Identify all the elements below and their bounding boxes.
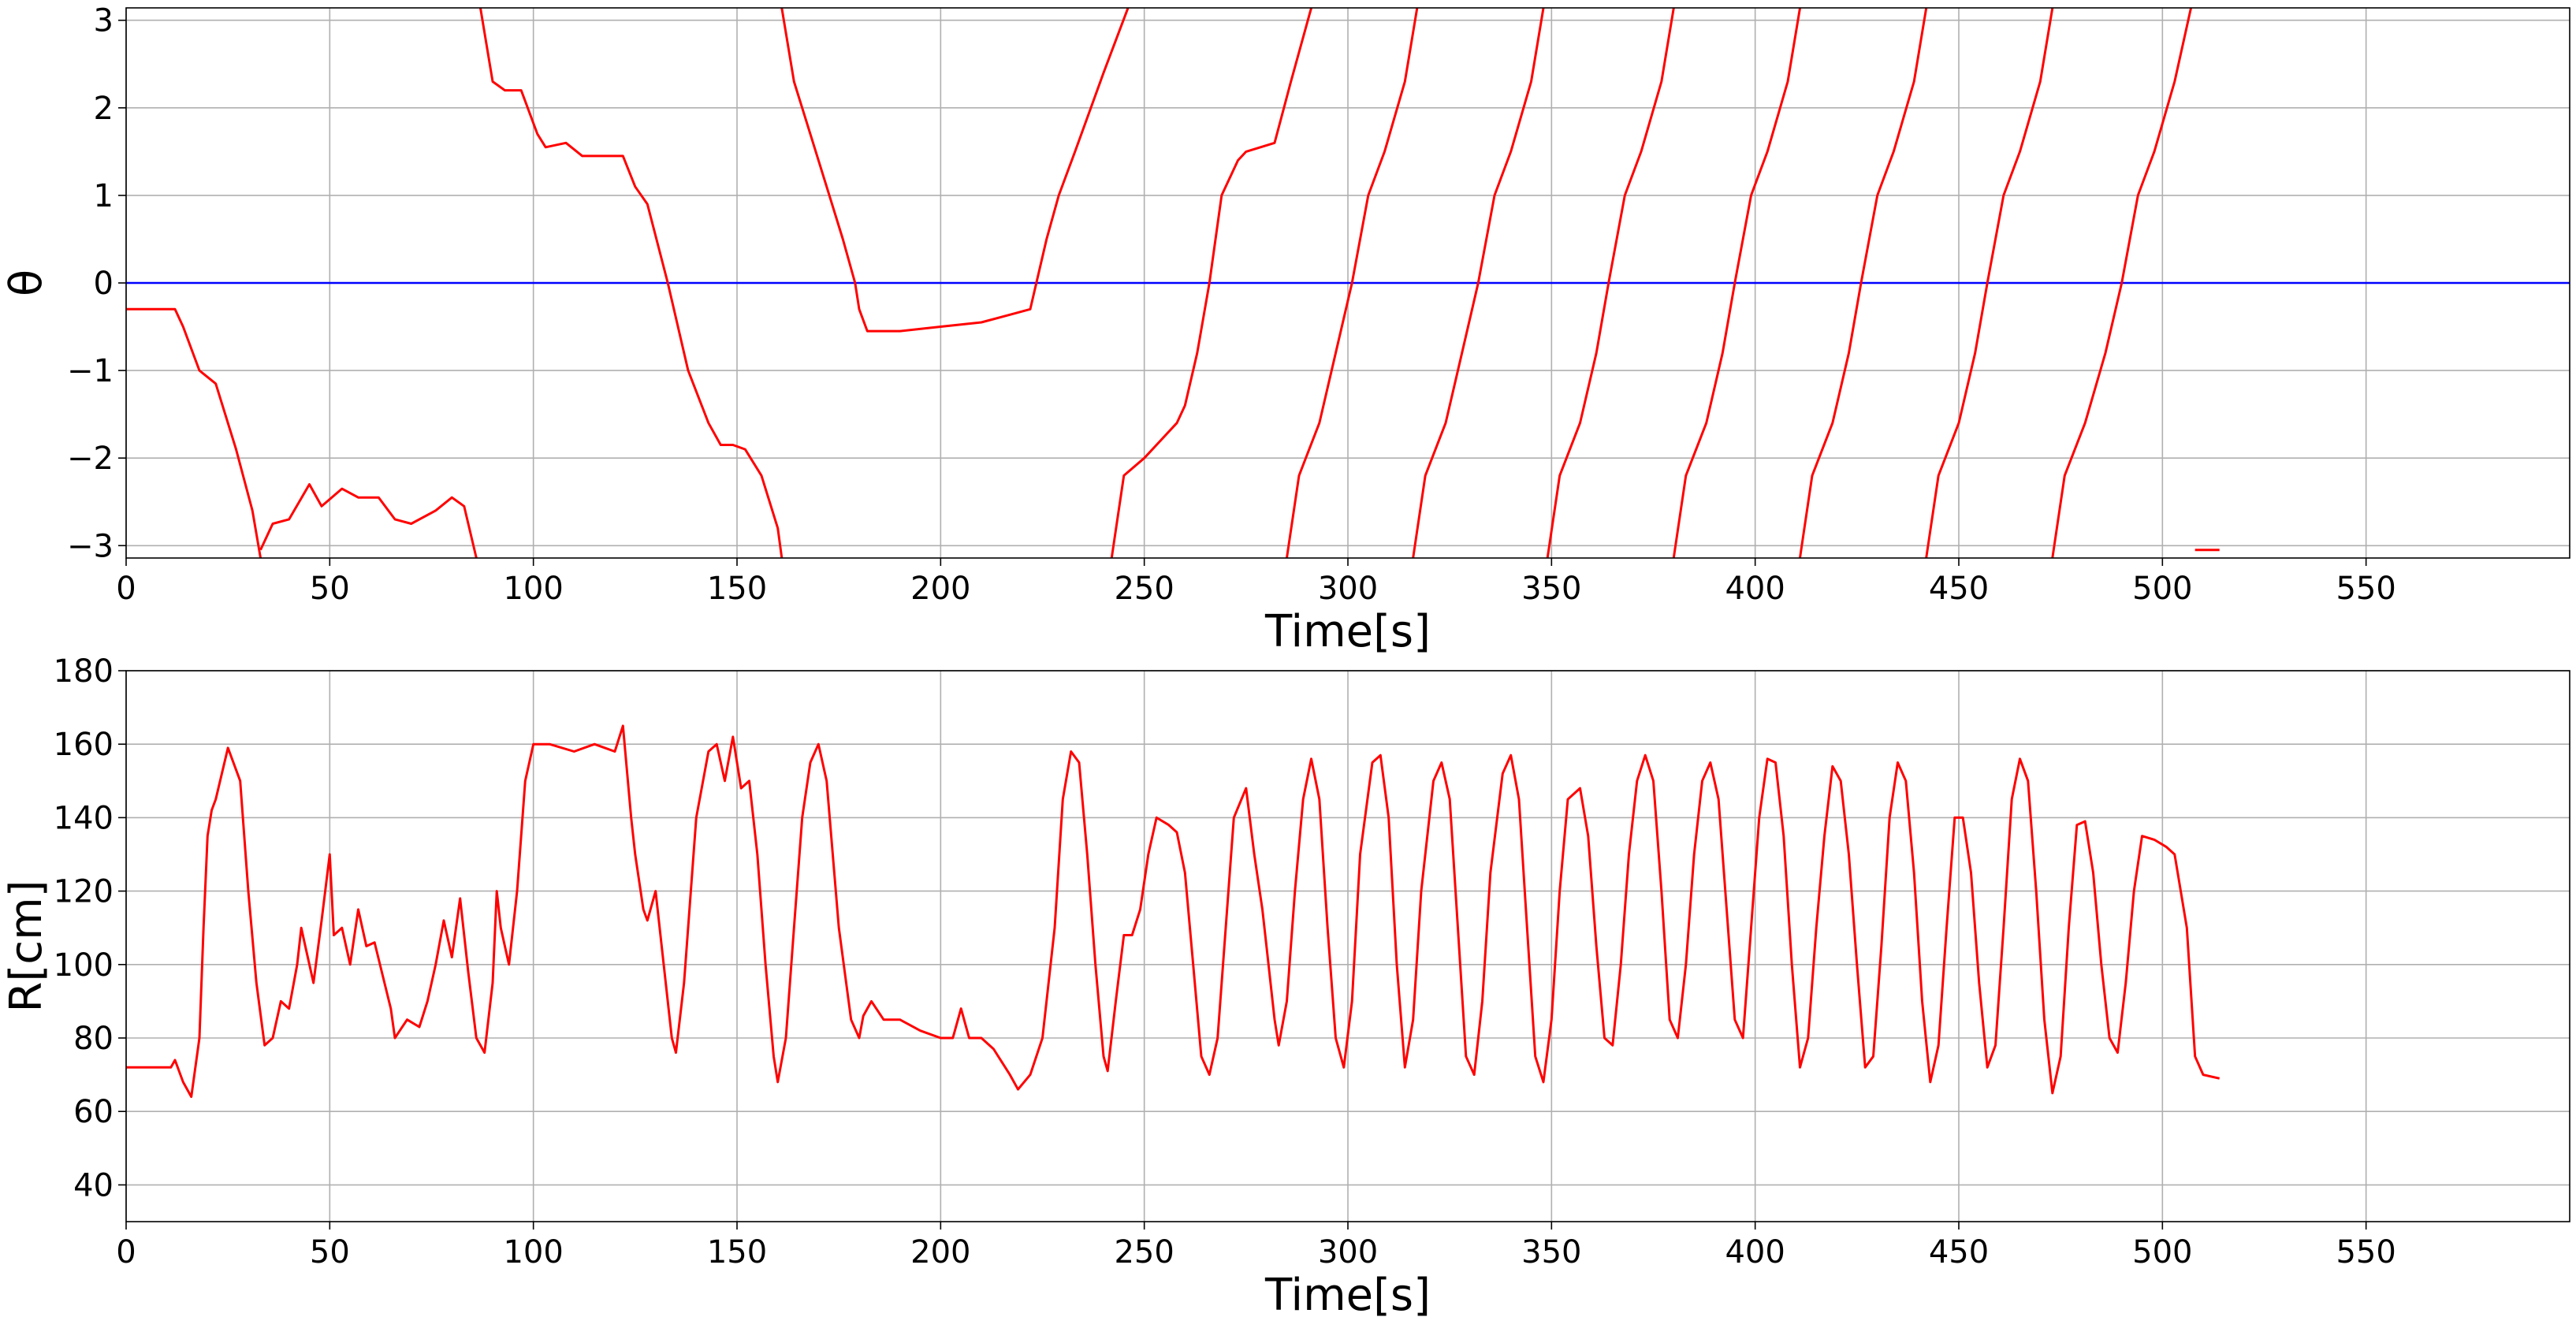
x-tick-label: 150	[707, 571, 767, 607]
series-line	[1286, 7, 1419, 559]
y-tick-label: −1	[67, 353, 114, 389]
series-line	[1925, 7, 2054, 559]
x-tick-label: 550	[2336, 1234, 2395, 1270]
series-line	[479, 7, 784, 559]
y-tick-label: 2	[94, 91, 114, 127]
theta-x-ticks: 0 50 100 150 200 250 300 350 400 450 500 550	[116, 558, 2396, 607]
radius-x-axis-title: Time[s]	[1264, 1270, 1431, 1317]
x-tick-label: 300	[1318, 1234, 1378, 1270]
x-tick-label: 0	[116, 1234, 136, 1270]
radius-y-ticks: 40 60 80 100 120 140 160 180	[54, 653, 126, 1204]
y-tick-label: 0	[94, 266, 114, 302]
x-tick-label: 350	[1521, 1234, 1581, 1270]
x-tick-label: 100	[503, 571, 563, 607]
x-tick-label: 200	[910, 571, 970, 607]
x-tick-label: 150	[707, 1234, 767, 1270]
x-tick-label: 50	[310, 1234, 350, 1270]
series-line	[1412, 7, 1545, 559]
theta-x-axis-title: Time[s]	[1264, 606, 1431, 657]
theta-y-axis-title: θ	[1, 270, 52, 296]
series-line	[126, 724, 2220, 1099]
x-tick-label: 250	[1114, 1234, 1174, 1270]
y-tick-label: 60	[73, 1094, 114, 1130]
x-tick-label: 400	[1725, 1234, 1785, 1270]
x-tick-label: 250	[1114, 571, 1174, 607]
y-tick-label: 100	[54, 947, 114, 984]
x-tick-label: 200	[910, 1234, 970, 1270]
radius-gridlines	[125, 670, 2570, 1222]
x-tick-label: 350	[1521, 571, 1581, 607]
x-tick-label: 100	[503, 1234, 563, 1270]
x-tick-label: 400	[1725, 571, 1785, 607]
radius-series	[126, 724, 2220, 1099]
y-tick-label: 140	[54, 800, 114, 836]
y-tick-label: 180	[54, 653, 114, 690]
y-tick-label: −3	[67, 528, 114, 564]
x-tick-label: 550	[2336, 571, 2395, 607]
series-line	[1799, 7, 1928, 559]
x-tick-label: 450	[1929, 1234, 1989, 1270]
y-tick-label: 1	[94, 178, 114, 214]
series-line	[259, 483, 478, 559]
theta-chart: 0 50 100 150 200 250 300 350 400 450 500 550 −3 −2 −1…	[1, 3, 2570, 657]
radius-x-ticks: 0 50 100 150 200 250 300 350 400 450 500 550	[116, 1222, 2396, 1270]
series-line	[1672, 7, 1801, 559]
y-tick-label: −2	[67, 441, 114, 477]
series-line	[1546, 7, 1675, 559]
x-tick-label: 50	[310, 571, 350, 607]
theta-series	[126, 7, 2220, 559]
y-tick-label: 40	[73, 1167, 114, 1204]
series-line	[2051, 7, 2192, 559]
series-line	[1110, 7, 1312, 559]
series-line	[780, 7, 1130, 333]
theta-gridlines	[125, 8, 2570, 558]
y-tick-label: 3	[94, 3, 114, 39]
theta-y-ticks: −3 −2 −1 0 1 2 3	[67, 3, 126, 564]
x-tick-label: 450	[1929, 571, 1989, 607]
y-tick-label: 80	[73, 1021, 114, 1057]
x-tick-label: 500	[2132, 571, 2192, 607]
x-tick-label: 500	[2132, 1234, 2192, 1270]
y-tick-label: 160	[54, 727, 114, 763]
series-line	[126, 307, 262, 559]
radius-chart: 0 50 100 150 200 250 300 350 400 450 500 550 40 60 80…	[1, 653, 2570, 1317]
y-tick-label: 120	[54, 874, 114, 910]
x-tick-label: 300	[1318, 571, 1378, 607]
radius-y-axis-title: R[cm]	[1, 880, 52, 1013]
x-tick-label: 0	[116, 571, 136, 607]
